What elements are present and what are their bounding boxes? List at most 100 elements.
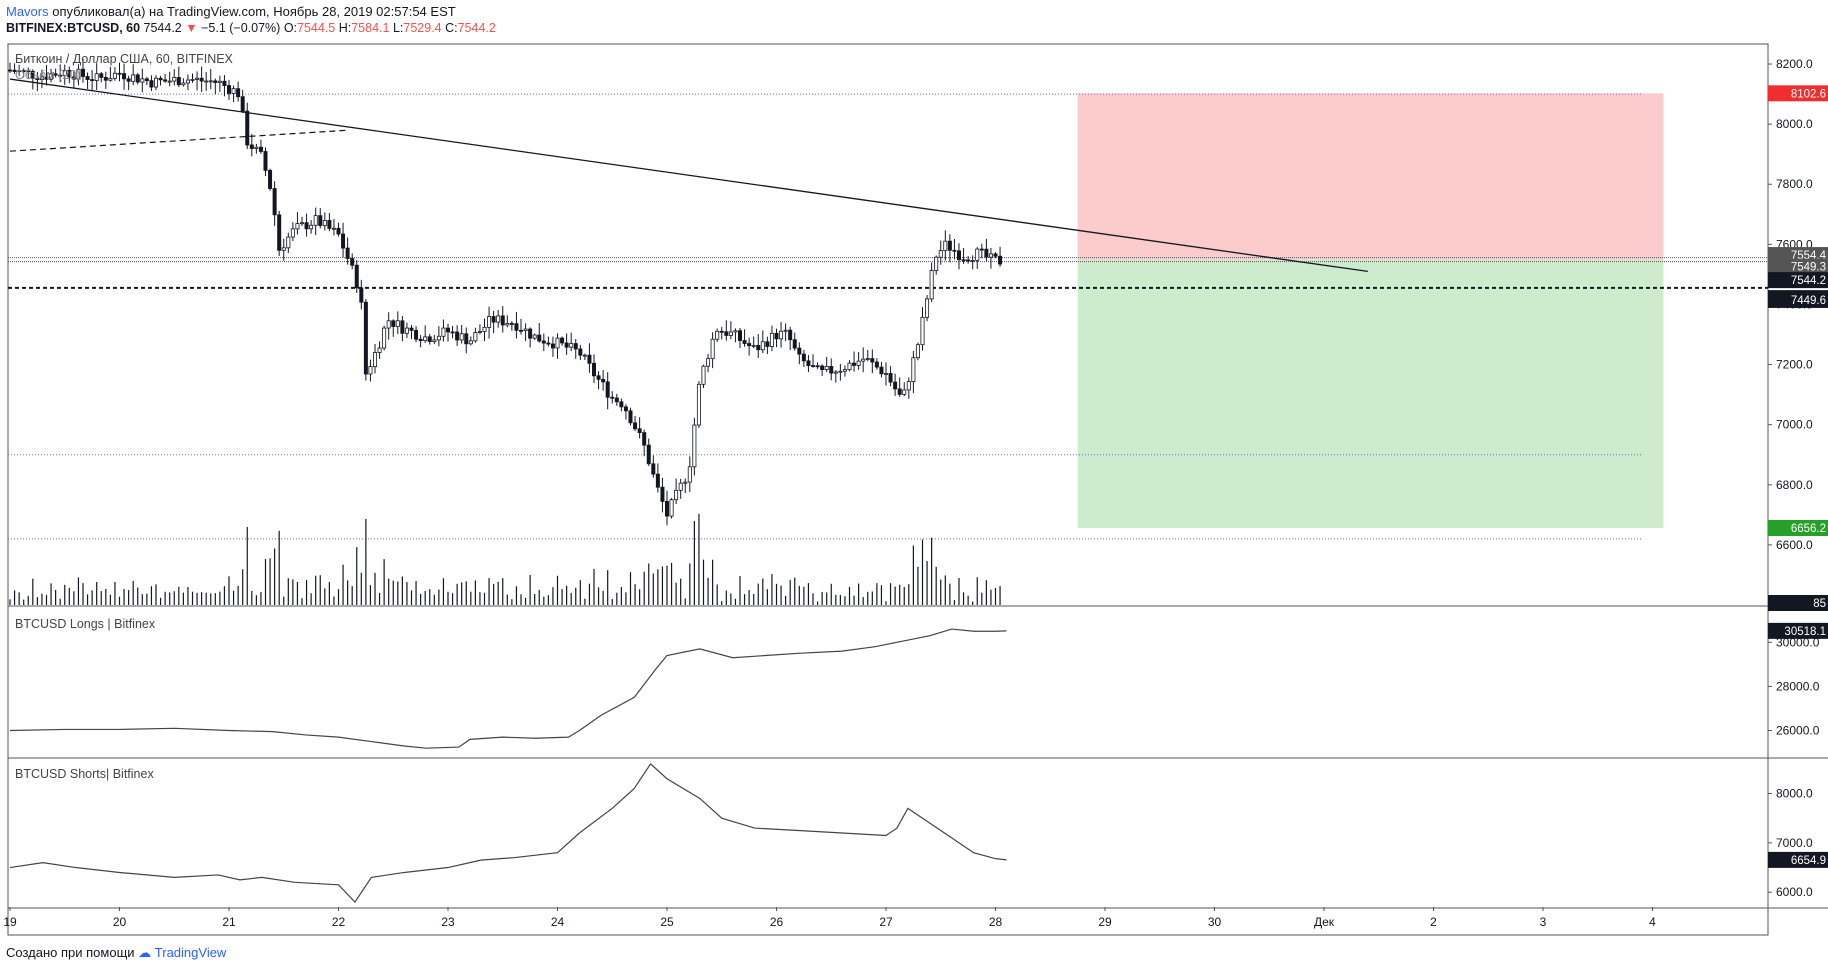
candle-body — [957, 250, 962, 261]
candle-body — [651, 463, 656, 475]
longs-line-last-tag-bg — [1768, 622, 1828, 639]
candle-body — [897, 388, 902, 395]
candle-body — [135, 74, 140, 83]
candle-body — [947, 240, 952, 251]
candle-body — [756, 344, 761, 351]
candle-body — [779, 330, 784, 340]
candle-body — [391, 320, 396, 327]
candle-body — [144, 78, 149, 82]
time-tick-label: 2 — [1430, 915, 1437, 929]
longs-line-last-tag: 30518.1 — [1784, 626, 1826, 638]
candle-body — [979, 248, 984, 251]
candle-body — [427, 336, 432, 342]
candle-body — [569, 343, 574, 348]
candle-body — [820, 365, 825, 370]
candle-body — [938, 250, 943, 258]
candle-body — [842, 369, 847, 372]
candle-body — [902, 389, 907, 395]
pane-tick-label: 26000.0 — [1776, 724, 1820, 738]
candle-body — [258, 146, 263, 152]
volume-pane-title: Объём (20) — [15, 68, 81, 82]
time-tick-label: 25 — [660, 915, 674, 929]
candle-body — [984, 248, 989, 258]
candle-body — [90, 79, 95, 81]
last-price: 7544.2 — [143, 21, 182, 35]
candle-body — [327, 219, 332, 229]
candle-body — [811, 365, 816, 367]
candle-body — [560, 337, 565, 344]
candle-body — [669, 499, 674, 517]
high-value: 7584.1 — [351, 21, 390, 35]
candle-body — [176, 77, 181, 86]
time-tick-label: 30 — [1208, 915, 1222, 929]
candle-body — [240, 96, 245, 112]
pane-tick-label: 8000.0 — [1776, 787, 1813, 801]
candle-body — [966, 259, 971, 262]
candle-body — [747, 343, 752, 347]
candle-body — [163, 79, 168, 82]
candle-body — [482, 326, 487, 332]
candle-body — [231, 88, 236, 94]
candle-body — [550, 343, 555, 349]
tradingview-logo-icon[interactable]: ☁ — [138, 945, 152, 960]
candle-body — [738, 330, 743, 341]
candle-body — [341, 233, 346, 249]
candle-body — [601, 378, 606, 383]
candle-body — [701, 365, 706, 385]
candle-body — [998, 255, 1003, 265]
candle-body — [678, 482, 683, 491]
change-value: −5.1 (−0.07%) — [201, 21, 281, 35]
candle-body — [911, 357, 916, 383]
stop-price-tag-bg — [1768, 85, 1828, 102]
candle-body — [409, 327, 414, 331]
candles — [7, 58, 1003, 526]
shorts-line-last-tag-bg — [1768, 851, 1828, 868]
candle-body — [993, 253, 998, 257]
author-name[interactable]: Mavors — [6, 4, 49, 19]
dashed-level-tag: 7449.6 — [1791, 295, 1826, 307]
price-tick-label: 8000.0 — [1776, 117, 1813, 131]
candle-body — [833, 371, 838, 374]
candle-body — [167, 80, 172, 83]
last-price-tag: 7544.2 — [1791, 275, 1826, 287]
candle-body — [477, 331, 482, 333]
candle-body — [445, 327, 450, 333]
candle-body — [158, 77, 163, 81]
candle-body — [195, 77, 200, 80]
candle-body — [706, 358, 711, 367]
candle-body — [441, 327, 446, 337]
down-arrow-icon: ▼ — [185, 21, 198, 35]
candle-body — [687, 466, 692, 483]
candle-body — [655, 473, 660, 488]
candle-body — [541, 340, 546, 344]
publish-line: Mavors опубликовал(а) на TradingView.com… — [6, 4, 456, 19]
candle-body — [213, 80, 218, 83]
candle-body — [660, 486, 665, 502]
candle-body — [893, 381, 898, 390]
time-tick-label: 3 — [1540, 915, 1547, 929]
candle-body — [806, 360, 811, 366]
candle-body — [646, 444, 651, 465]
time-tick-label: 24 — [551, 915, 565, 929]
pane-tick-label: 7000.0 — [1776, 836, 1813, 850]
candle-body — [861, 358, 866, 362]
candle-body — [888, 373, 893, 383]
footer-text: Создано при помощи — [6, 945, 135, 960]
candle-body — [126, 78, 131, 82]
candle-body — [884, 373, 889, 375]
candle-body — [514, 323, 519, 331]
pane-tick-label: 6000.0 — [1776, 885, 1813, 899]
candle-body — [131, 74, 136, 82]
footer-brand[interactable]: TradingView — [154, 945, 227, 960]
candle-body — [17, 70, 22, 73]
candle-body — [254, 146, 259, 149]
candle-body — [487, 316, 492, 328]
candle-body — [975, 248, 980, 261]
candle-body — [792, 339, 797, 349]
candle-body — [331, 227, 336, 230]
candle-body — [628, 410, 633, 424]
candle-body — [523, 328, 528, 332]
candle-body — [436, 335, 441, 341]
candle-body — [99, 73, 104, 78]
